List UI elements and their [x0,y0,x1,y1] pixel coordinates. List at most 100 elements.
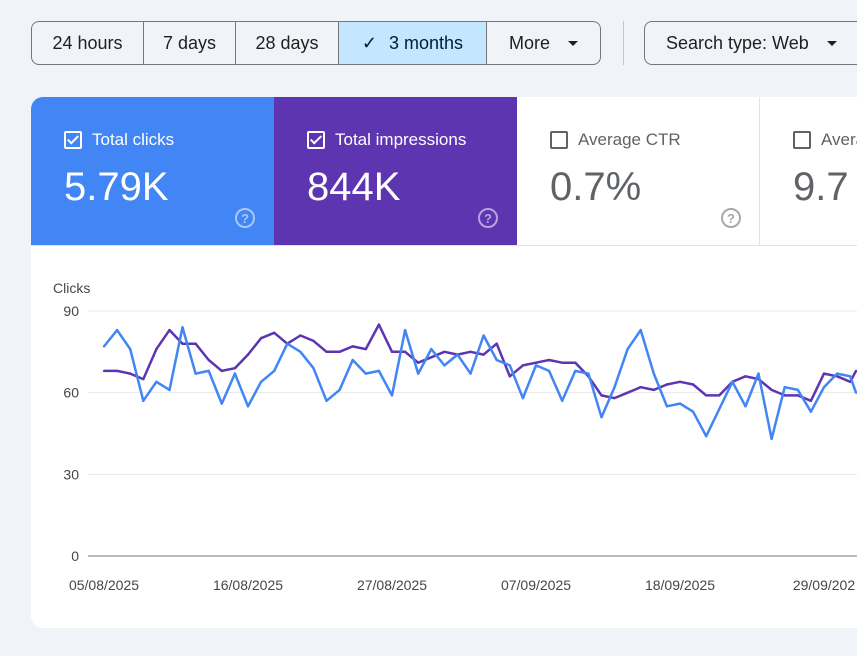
x-tick-label: 16/08/2025 [213,577,283,593]
search-type-button[interactable]: Search type: Web [644,21,857,65]
dropdown-arrow-icon [568,40,578,46]
data-point [678,402,682,405]
data-point [854,369,857,373]
data-point [443,364,446,367]
data-point [796,394,800,397]
help-icon[interactable]: ? [478,208,498,228]
checkbox-checked-icon[interactable] [307,131,325,149]
metric-value: 844K [307,165,401,209]
range-7-days[interactable]: 7 days [144,22,236,64]
data-point [835,372,839,375]
data-point [115,328,119,332]
data-point [272,369,276,373]
data-point [574,369,577,373]
data-point [115,369,119,373]
data-point [678,380,682,383]
data-point [377,323,381,326]
data-point [770,437,773,441]
data-point [848,375,852,378]
data-point [168,388,171,392]
x-tick-label: 05/08/2025 [69,577,139,593]
data-point [783,394,786,397]
data-point [299,334,302,337]
search-type-label: Search type: Web [666,32,809,53]
data-point [338,350,341,354]
metric-card-total-impressions[interactable]: Total impressions 844K ? [274,97,517,245]
data-point [351,358,354,362]
data-point [299,350,302,354]
data-point [390,394,394,397]
data-point [325,399,328,403]
data-point [312,339,315,343]
range-3-months[interactable]: ✓ 3 months [339,22,487,64]
data-point [456,353,459,356]
data-point [718,407,721,411]
data-point [233,366,237,370]
help-icon[interactable]: ? [721,208,741,228]
data-point [207,369,210,373]
data-point [416,361,420,364]
data-point [272,331,276,334]
data-point [312,366,315,370]
x-tick-label: 18/09/2025 [645,577,715,593]
data-point [560,399,564,403]
data-point [377,369,381,373]
help-icon[interactable]: ? [235,208,255,228]
data-point [534,361,538,364]
data-point [259,337,263,340]
data-point [482,353,485,356]
data-point [155,380,158,383]
y-tick-label: 0 [71,548,79,564]
data-point [809,410,813,413]
metric-value: 5.79K [64,165,169,209]
range-label: 28 days [255,32,319,53]
data-point [443,350,446,354]
data-point [416,372,420,375]
data-point [128,347,132,351]
data-point [364,347,368,351]
checkbox-unchecked-icon[interactable] [793,131,811,149]
data-point [102,369,106,373]
metric-card-average-ctr[interactable]: Average CTR 0.7% ? [517,97,760,245]
range-more[interactable]: More [487,22,600,64]
data-point [809,399,813,403]
data-point [403,328,407,332]
checkbox-checked-icon[interactable] [64,131,82,149]
data-point [704,394,708,397]
data-point [246,405,250,408]
data-point [560,361,564,364]
data-point [220,402,224,405]
divider [31,245,857,246]
data-point [600,394,603,397]
data-point [770,388,773,392]
y-axis-label: Clicks [53,280,91,296]
check-icon: ✓ [361,32,378,53]
metric-card-total-clicks[interactable]: Total clicks 5.79K ? [31,97,274,245]
data-point [508,364,512,367]
y-tick-label: 90 [63,303,79,319]
checkbox-unchecked-icon[interactable] [550,131,568,149]
data-point [246,353,250,356]
data-point [652,388,656,392]
y-tick-label: 30 [63,466,79,482]
data-point [102,345,106,348]
range-24-hours[interactable]: 24 hours [32,22,144,64]
data-point [626,391,629,394]
data-point [390,350,394,354]
data-point [142,399,145,403]
data-point [469,350,472,354]
data-point [403,350,407,354]
data-point [731,380,734,383]
metric-card-average-position[interactable]: Avera 9.7 [760,97,857,245]
data-point [639,328,642,332]
range-28-days[interactable]: 28 days [236,22,339,64]
data-point [521,396,525,400]
data-point [665,383,669,386]
data-point [613,396,616,400]
data-point [508,375,512,378]
data-point [757,372,760,375]
x-tick-label: 27/08/2025 [357,577,427,593]
data-point [338,388,341,392]
data-point [574,361,577,364]
